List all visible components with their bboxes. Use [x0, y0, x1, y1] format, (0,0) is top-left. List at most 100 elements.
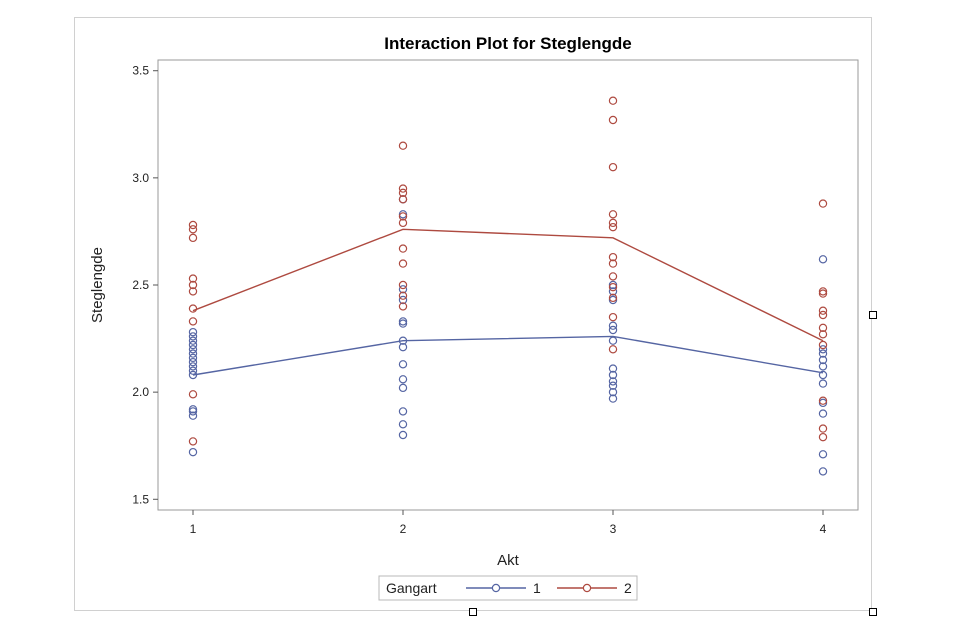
- data-point-gangart-1: [188, 405, 198, 414]
- y-tick-label: 1.5: [132, 492, 149, 506]
- data-point-gangart-2: [818, 199, 828, 208]
- data-point-gangart-1: [818, 379, 828, 388]
- data-point-gangart-2: [608, 162, 618, 172]
- mean-line-gangart-1: [192, 335, 824, 376]
- mean-line-gangart-2: [192, 228, 824, 342]
- data-point-gangart-1: [608, 321, 618, 330]
- data-point-gangart-2: [188, 225, 198, 234]
- data-point-gangart-2: [608, 252, 618, 262]
- data-point-gangart-2: [608, 96, 618, 105]
- data-point-gangart-2: [398, 195, 408, 204]
- legend: Gangart 1 2: [378, 575, 638, 601]
- data-point-gangart-2: [188, 390, 198, 399]
- y-tick-label: 3.5: [132, 64, 149, 78]
- data-point-gangart-1: [818, 355, 828, 365]
- resize-handle-right[interactable]: [869, 311, 877, 319]
- data-point-gangart-2: [818, 396, 828, 405]
- data-point-gangart-1: [608, 325, 618, 335]
- data-point-gangart-2: [398, 184, 408, 193]
- data-point-gangart-2: [608, 222, 618, 232]
- data-point-gangart-1: [188, 345, 198, 354]
- data-point-gangart-1: [188, 336, 198, 345]
- y-tick-label: 2.5: [132, 278, 149, 292]
- data-point-gangart-2: [818, 432, 828, 442]
- data-point-gangart-1: [398, 430, 408, 440]
- x-tick-label: 3: [610, 522, 617, 536]
- data-point-gangart-1: [188, 353, 198, 363]
- data-point-gangart-1: [188, 332, 198, 341]
- data-point-gangart-2: [398, 280, 408, 290]
- data-point-gangart-1: [398, 383, 408, 393]
- data-point-gangart-1: [608, 387, 618, 397]
- data-point-gangart-1: [818, 467, 828, 476]
- data-point-gangart-2: [818, 306, 828, 315]
- data-point-gangart-1: [818, 345, 828, 354]
- legend-title: Gangart: [386, 580, 437, 596]
- x-axis: 1 2 3 4: [190, 510, 827, 536]
- data-point-gangart-1: [818, 255, 828, 264]
- data-point-gangart-1: [608, 370, 618, 380]
- data-point-gangart-2: [188, 280, 198, 290]
- data-point-gangart-2: [398, 259, 408, 268]
- data-point-gangart-2: [398, 302, 408, 311]
- data-point-gangart-1: [818, 362, 828, 371]
- legend-label-1: 1: [533, 580, 541, 596]
- data-point-gangart-2: [188, 233, 198, 243]
- data-point-gangart-1: [818, 370, 828, 380]
- data-point-gangart-1: [188, 447, 198, 457]
- data-point-gangart-2: [188, 274, 198, 283]
- data-point-gangart-1: [818, 450, 828, 459]
- data-point-gangart-2: [608, 115, 618, 125]
- data-point-gangart-2: [818, 424, 828, 433]
- legend-label-2: 2: [624, 580, 632, 596]
- data-point-gangart-2: [398, 188, 408, 198]
- x-tick-label: 1: [190, 522, 197, 536]
- data-point-gangart-2: [608, 259, 618, 268]
- data-point-gangart-1: [188, 362, 198, 371]
- data-point-gangart-2: [188, 437, 198, 446]
- y-axis: 1.5 2.0 2.5 3.0 3.5: [132, 64, 158, 506]
- data-point-gangart-2: [188, 304, 198, 313]
- x-tick-label: 2: [400, 522, 407, 536]
- resize-handle-bottom[interactable]: [469, 608, 477, 616]
- data-point-gangart-1: [608, 381, 618, 390]
- x-tick-label: 4: [820, 522, 827, 536]
- data-point-gangart-2: [608, 282, 618, 292]
- data-point-gangart-2: [188, 317, 198, 326]
- data-point-gangart-2: [188, 220, 198, 230]
- data-point-gangart-2: [608, 312, 618, 322]
- chart-title: Interaction Plot for Steglengde: [384, 34, 631, 53]
- data-point-gangart-1: [398, 360, 408, 369]
- data-point-gangart-2: [818, 287, 828, 296]
- legend-marker-1: [491, 583, 501, 593]
- data-point-gangart-1: [188, 357, 198, 367]
- series-group: [188, 96, 828, 476]
- data-point-gangart-1: [818, 409, 828, 418]
- data-point-gangart-2: [818, 340, 828, 350]
- data-point-gangart-2: [608, 210, 618, 219]
- x-axis-label: Akt: [497, 552, 520, 569]
- data-point-gangart-1: [608, 377, 618, 386]
- data-point-gangart-1: [398, 295, 408, 305]
- data-point-gangart-2: [398, 244, 408, 253]
- data-point-gangart-2: [818, 330, 828, 339]
- data-point-gangart-1: [398, 420, 408, 429]
- resize-handle-corner[interactable]: [869, 608, 877, 616]
- y-tick-label: 3.0: [132, 171, 149, 185]
- data-point-gangart-2: [398, 218, 408, 228]
- data-point-gangart-1: [608, 287, 618, 296]
- data-point-gangart-1: [398, 375, 408, 384]
- data-point-gangart-1: [398, 285, 408, 294]
- y-tick-label: 2.0: [132, 385, 149, 399]
- data-point-gangart-1: [188, 411, 198, 420]
- data-point-gangart-2: [398, 212, 408, 221]
- data-point-gangart-1: [398, 317, 408, 326]
- data-point-gangart-2: [818, 323, 828, 333]
- data-point-gangart-1: [188, 327, 198, 337]
- data-point-gangart-1: [188, 349, 198, 358]
- data-point-gangart-2: [188, 287, 198, 296]
- data-point-gangart-1: [398, 407, 408, 416]
- data-point-gangart-2: [608, 293, 618, 303]
- data-point-gangart-2: [608, 272, 618, 281]
- data-point-gangart-2: [608, 345, 618, 354]
